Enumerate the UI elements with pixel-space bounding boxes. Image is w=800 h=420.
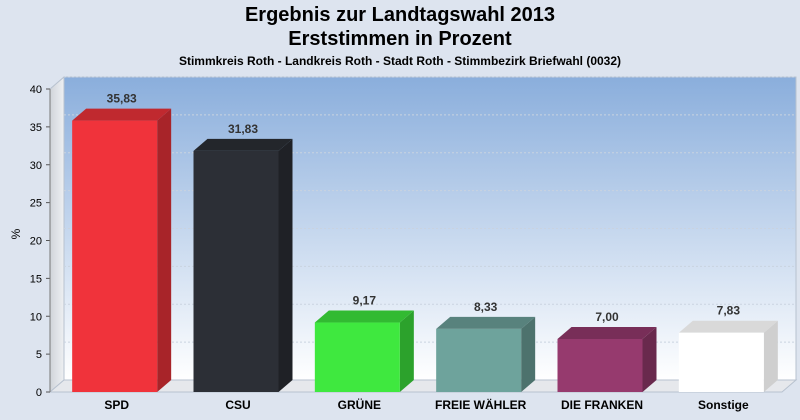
bar-freie-w-hler <box>436 316 536 392</box>
bar-top <box>314 310 414 323</box>
bar-top <box>557 326 657 339</box>
value-label: 7,00 <box>595 310 619 324</box>
y-tick-label: 30 <box>30 160 42 172</box>
bar-sonstige <box>678 320 778 392</box>
bar-spd <box>72 108 172 392</box>
y-tick-label: 20 <box>30 236 42 248</box>
y-axis-ticks: 0 5 10 15 20 25 30 35 40 <box>30 84 51 399</box>
bar-top <box>678 320 778 333</box>
bar-front <box>72 120 158 392</box>
value-label: 35,83 <box>107 92 137 106</box>
bar-gr-ne <box>314 310 414 392</box>
y-tick-label: 40 <box>30 84 42 96</box>
bars <box>72 108 778 392</box>
bar-side <box>278 138 293 392</box>
bar-front <box>314 322 400 392</box>
value-label: 9,17 <box>353 294 377 308</box>
grid-lines <box>64 76 796 343</box>
category-label: DIE FRANKEN <box>561 398 643 412</box>
bar-csu <box>193 138 293 392</box>
bar-side <box>157 108 172 392</box>
category-labels: SPD CSU GRÜNE FREIE WÄHLER DIE FRANKEN Sonsti… <box>104 397 749 412</box>
bar-side <box>399 310 414 392</box>
value-label: 7,83 <box>717 304 741 318</box>
y-tick-label: 0 <box>36 387 42 399</box>
value-label: 31,83 <box>228 122 258 136</box>
y-tick-label: 15 <box>30 273 42 285</box>
y-axis-label: % <box>9 228 23 239</box>
bar-front <box>193 150 279 392</box>
y-tick-label: 25 <box>30 198 42 210</box>
value-labels: 35,83 31,83 9,17 8,33 7,00 7,83 <box>107 92 741 324</box>
bar-front <box>557 338 643 392</box>
bar-top <box>72 108 172 121</box>
chart-subtitle: Erststimmen in Prozent <box>288 28 512 50</box>
category-label: FREIE WÄHLER <box>435 397 527 412</box>
y-tick-label: 5 <box>36 349 42 361</box>
bar-front <box>678 332 764 392</box>
category-label: Sonstige <box>698 398 749 412</box>
bar-side <box>521 316 536 392</box>
y-tick-label: 35 <box>30 122 42 134</box>
chart-subtitle-location: Stimmkreis Roth - Landkreis Roth - Stadt… <box>178 54 622 68</box>
bar-top <box>436 316 536 329</box>
category-label: SPD <box>104 398 129 412</box>
bar-side <box>642 326 657 392</box>
bar-top <box>193 138 293 151</box>
y-tick-label: 10 <box>30 311 42 323</box>
chart-title: Ergebnis zur Landtagswahl 2013 <box>244 4 556 26</box>
value-label: 8,33 <box>474 300 498 314</box>
bar-side <box>763 320 778 392</box>
category-label: CSU <box>225 398 250 412</box>
bar-die-franken <box>557 326 657 392</box>
plot-side-wall <box>49 75 65 394</box>
category-label: GRÜNE <box>338 397 381 412</box>
bar-front <box>436 328 522 392</box>
